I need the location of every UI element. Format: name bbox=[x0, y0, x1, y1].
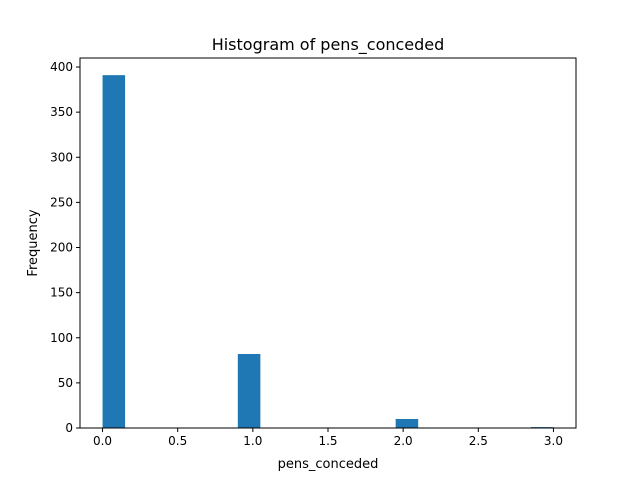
histogram-bar-0 bbox=[102, 75, 126, 429]
y-tick-label: 300 bbox=[50, 150, 73, 164]
y-tick-label: 150 bbox=[50, 286, 73, 300]
y-tick-label: 350 bbox=[50, 105, 73, 119]
x-tick-label: 1.5 bbox=[318, 434, 337, 448]
bars-group bbox=[102, 75, 554, 429]
y-tick-label: 0 bbox=[65, 421, 73, 435]
y-tick-label: 400 bbox=[50, 60, 73, 74]
y-tick-label: 50 bbox=[58, 376, 73, 390]
histogram-bar-1 bbox=[237, 354, 261, 428]
y-axis-label: Frequency bbox=[26, 209, 41, 276]
y-tick-label: 100 bbox=[50, 331, 73, 345]
x-tick-label: 0.0 bbox=[93, 434, 112, 448]
x-tick-label: 2.0 bbox=[394, 434, 413, 448]
plot-frame bbox=[79, 57, 577, 429]
histogram-bar-2 bbox=[395, 418, 419, 428]
x-axis-label: pens_conceded bbox=[278, 457, 379, 472]
x-ticks-group: 0.0 0.5 1.0 1.5 2.0 2.5 3.0 bbox=[93, 428, 563, 448]
y-tick-label: 250 bbox=[50, 195, 73, 209]
x-tick-label: 1.0 bbox=[243, 434, 262, 448]
chart-title: Histogram of pens_conceded bbox=[212, 35, 445, 55]
x-tick-label: 2.5 bbox=[469, 434, 488, 448]
x-tick-label: 3.0 bbox=[544, 434, 563, 448]
y-tick-label: 200 bbox=[50, 241, 73, 255]
y-ticks-group: 0 50 100 150 200 250 300 350 400 bbox=[50, 60, 80, 435]
x-tick-label: 0.5 bbox=[168, 434, 187, 448]
